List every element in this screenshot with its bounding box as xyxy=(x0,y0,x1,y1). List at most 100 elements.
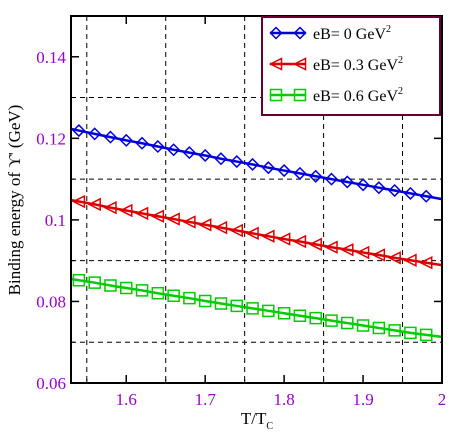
data-point xyxy=(388,324,401,337)
data-point xyxy=(167,143,181,157)
legend-label-0: eB= 0 GeV2 xyxy=(313,24,391,43)
x-axis-label-subscript: C xyxy=(266,421,273,432)
data-point xyxy=(72,124,86,138)
x-tick-label: 1.9 xyxy=(352,390,373,409)
data-point xyxy=(72,273,86,287)
data-point xyxy=(277,307,291,320)
data-point xyxy=(261,229,275,243)
data-point xyxy=(340,242,354,257)
data-point xyxy=(246,302,259,315)
x-tick-label: 1.6 xyxy=(116,390,137,409)
data-point xyxy=(355,245,370,260)
series-line-1 xyxy=(70,198,443,267)
data-point xyxy=(341,316,354,330)
data-point xyxy=(419,328,433,342)
data-point xyxy=(245,226,259,241)
data-point xyxy=(230,299,244,313)
data-point xyxy=(198,294,212,308)
data-point xyxy=(356,178,370,192)
series-2 xyxy=(70,273,443,342)
x-tick-label: 1.8 xyxy=(274,390,295,409)
data-point xyxy=(183,291,196,305)
data-point xyxy=(324,240,338,254)
series-0 xyxy=(70,124,443,203)
data-point xyxy=(230,155,244,169)
data-point xyxy=(134,206,149,221)
data-point xyxy=(309,311,322,325)
y-tick-label: 0.14 xyxy=(36,48,66,67)
data-point xyxy=(135,284,149,297)
data-point xyxy=(119,203,133,218)
data-point xyxy=(308,237,322,252)
data-point xyxy=(214,297,228,310)
data-point xyxy=(245,157,260,171)
series-line-2 xyxy=(70,277,443,339)
data-point xyxy=(166,212,180,226)
legend-marker-2 xyxy=(293,88,307,102)
legend-marker-0 xyxy=(293,26,307,40)
data-point xyxy=(309,169,323,183)
plot-frame xyxy=(70,15,443,384)
y-tick-label: 0.1 xyxy=(45,211,66,230)
data-point xyxy=(229,223,244,238)
data-point xyxy=(261,161,275,175)
data-point xyxy=(325,314,338,327)
data-point xyxy=(103,130,118,144)
data-point xyxy=(119,133,133,147)
y-axis-label: Binding energy of ϒ' (GeV) xyxy=(5,105,24,296)
data-point xyxy=(150,209,165,223)
data-point xyxy=(120,281,133,295)
data-point xyxy=(103,200,117,215)
data-point xyxy=(167,289,180,302)
data-point xyxy=(388,183,402,198)
legend: eB= 0 GeV2 eB= 0.3 GeV2 eB= 0.6 GeV2 xyxy=(261,16,441,116)
data-point xyxy=(88,127,102,141)
y-tick-label: 0.08 xyxy=(36,292,66,311)
y-tick-label: 0.06 xyxy=(36,374,66,393)
data-point xyxy=(104,279,117,292)
data-point xyxy=(213,220,228,235)
legend-marker-1 xyxy=(268,57,283,71)
data-point xyxy=(88,276,101,289)
data-point xyxy=(214,152,228,166)
data-point xyxy=(182,146,196,160)
legend-marker-1 xyxy=(292,57,307,71)
data-point xyxy=(372,181,386,195)
data-point xyxy=(292,234,307,249)
series-layer xyxy=(70,124,443,342)
legend-marker-0 xyxy=(269,26,283,40)
data-point xyxy=(356,319,370,332)
data-point xyxy=(404,326,417,340)
x-tick-label: 2 xyxy=(438,390,447,409)
data-point xyxy=(372,321,386,335)
data-point xyxy=(71,194,86,209)
data-point xyxy=(293,166,307,180)
legend-label-1: eB= 0.3 GeV2 xyxy=(313,55,403,74)
legend-label-2: eB= 0.6 GeV2 xyxy=(313,86,403,105)
data-point xyxy=(293,309,307,322)
data-point xyxy=(198,218,212,232)
y-tick-label: 0.12 xyxy=(36,129,66,148)
axis-ticks: 1.6 1.7 1.8 1.9 2 0.06 0.08 0.1 0.12 0.14 xyxy=(36,16,446,409)
data-point xyxy=(87,197,101,212)
legend-marker-2 xyxy=(269,88,283,102)
data-point xyxy=(340,175,354,189)
data-point xyxy=(324,172,339,186)
data-point xyxy=(198,148,212,163)
series-1 xyxy=(70,194,443,270)
data-point xyxy=(262,304,275,318)
data-point xyxy=(419,255,433,270)
x-tick-label: 1.7 xyxy=(195,390,217,409)
series-line-0 xyxy=(70,127,443,201)
data-point xyxy=(276,232,291,246)
data-point xyxy=(151,139,165,154)
data-point xyxy=(135,136,149,150)
data-point xyxy=(403,186,417,200)
data-point xyxy=(371,248,386,262)
data-point xyxy=(277,163,291,178)
data-point xyxy=(419,189,433,203)
x-axis-label: T/TC xyxy=(241,409,274,432)
data-point xyxy=(151,287,165,300)
data-point xyxy=(387,251,401,265)
